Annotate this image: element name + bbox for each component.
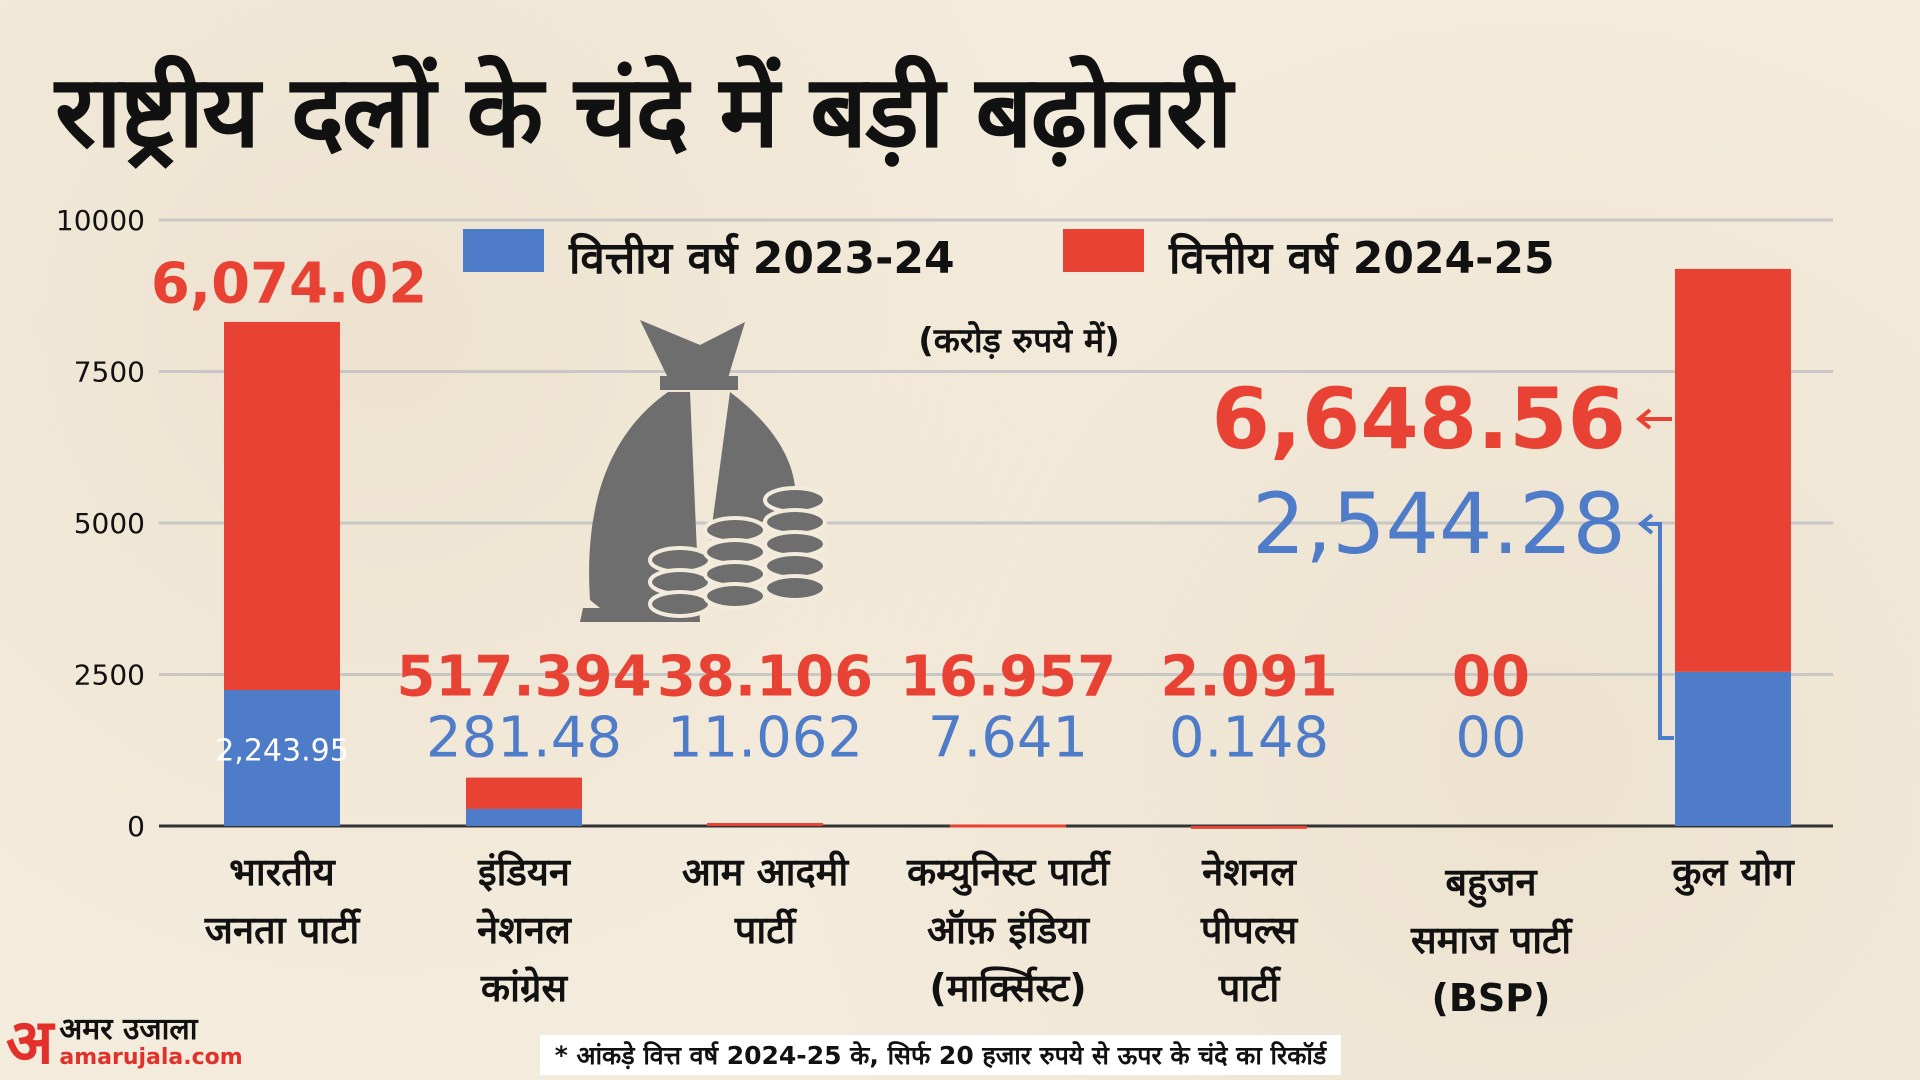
legend-swatch-2024-25 xyxy=(1063,229,1144,272)
y-tick-label: 2500 xyxy=(74,659,145,692)
coin-stacks-icon xyxy=(703,582,767,610)
category-label-line: समाज पार्टी xyxy=(1410,918,1572,962)
total-value-2023-24: 2,544.28 xyxy=(1251,475,1626,573)
category-label: भारतीय जनता पार्टी xyxy=(205,843,359,959)
bar-2023-24 xyxy=(466,808,582,826)
category-label-line: कुल योग xyxy=(1672,850,1794,894)
category-label-line: इंडियन xyxy=(478,850,570,894)
category-label-line: कांग्रेस xyxy=(480,966,568,1010)
y-tick-label: 0 xyxy=(127,810,145,843)
category-label-line: नेशनल xyxy=(1202,850,1296,894)
value-label-2024-25: 38.106 xyxy=(656,644,874,710)
value-label-2024-25: 517.394 xyxy=(396,644,652,710)
category-label-line: पीपल्स xyxy=(1200,908,1298,952)
category-label-line: (मार्क्सिस्ट) xyxy=(929,966,1087,1010)
coin-stacks-icon xyxy=(763,574,827,602)
bar-2024-25 xyxy=(707,823,823,827)
value-label-2023-24: 11.062 xyxy=(667,705,863,771)
category-label-line: बहुजन xyxy=(1445,860,1537,904)
value-label-2023-24: 7.641 xyxy=(927,705,1089,771)
amar-ujala-logo: अ अमर उजाला amarujala.com xyxy=(6,1005,243,1078)
logo-url: amarujala.com xyxy=(59,1044,243,1070)
legend-label-2024-25: वित्तीय वर्ष 2024-25 xyxy=(1169,233,1555,284)
bar-2024-25 xyxy=(1191,825,1307,829)
arrow-blue xyxy=(1641,522,1674,740)
category-label: कम्युनिस्ट पार्टी ऑफ़ इंडिया (मार्क्सिस्ट) xyxy=(907,843,1109,1017)
category-label-line: आम आदमी xyxy=(681,850,849,894)
category-label: नेशनल पीपल्स पार्टी xyxy=(1201,843,1297,1017)
page-title: राष्ट्रीय दलों के चंदे में बड़ी बढ़ोतरी xyxy=(55,53,1233,170)
value-label-2023-24: 281.48 xyxy=(426,705,622,771)
y-tick-label: 5000 xyxy=(74,507,145,540)
category-label: बहुजन समाज पार्टी (BSP) xyxy=(1411,853,1571,1027)
category-label: इंडियन नेशनल कांग्रेस xyxy=(477,843,571,1017)
value-label-2024-25: 6,074.02 xyxy=(150,251,428,317)
category-label: कुल योग xyxy=(1672,843,1793,901)
value-label-2023-24: 0.148 xyxy=(1168,705,1330,771)
legend-label-2023-24: वित्तीय वर्ष 2023-24 xyxy=(569,233,955,284)
footnote: * आंकड़े वित्त वर्ष 2024-25 के, सिर्फ 20… xyxy=(540,1035,1341,1075)
bar-2023-24 xyxy=(224,690,340,826)
category-label-line: भारतीय xyxy=(229,850,335,894)
y-tick-label: 10000 xyxy=(56,204,145,237)
arrow-blue-head xyxy=(1637,513,1654,535)
arrow-red-head xyxy=(1635,408,1652,430)
category-label-line: (BSP) xyxy=(1431,976,1551,1020)
money-bag-icon xyxy=(580,320,827,622)
category-label-line: कम्युनिस्ट पार्टी xyxy=(906,850,1110,894)
logo-mark: अ xyxy=(6,1005,54,1078)
bar-2024-25 xyxy=(950,824,1066,828)
bar-2024-25 xyxy=(1675,268,1791,672)
value-label-2023-24: 00 xyxy=(1455,705,1527,771)
value-label-2024-25: 00 xyxy=(1452,644,1530,710)
logo-name: अमर उजाला xyxy=(59,1011,198,1047)
value-label-2023-24: 2,243.95 xyxy=(215,733,349,769)
category-label-line: नेशनल xyxy=(477,908,571,952)
y-tick-label: 7500 xyxy=(74,356,145,389)
bar-2023-24 xyxy=(1675,671,1791,826)
bar-2024-25 xyxy=(224,321,340,691)
value-label-2024-25: 2.091 xyxy=(1160,644,1338,710)
category-label-line: जनता पार्टी xyxy=(204,908,360,952)
coin-stacks-icon xyxy=(648,590,712,618)
total-value-2024-25: 6,648.56 xyxy=(1211,370,1626,468)
category-label-line: पार्टी xyxy=(734,908,796,952)
legend-swatch-2023-24 xyxy=(463,229,544,272)
unit-subtitle: (करोड़ रुपये में) xyxy=(918,321,1120,361)
category-label-line: ऑफ़ इंडिया xyxy=(926,908,1090,952)
value-label-2024-25: 16.957 xyxy=(899,644,1117,710)
category-label-line: पार्टी xyxy=(1218,966,1280,1010)
category-label: आम आदमी पार्टी xyxy=(682,843,848,959)
bar-2024-25 xyxy=(466,777,582,809)
